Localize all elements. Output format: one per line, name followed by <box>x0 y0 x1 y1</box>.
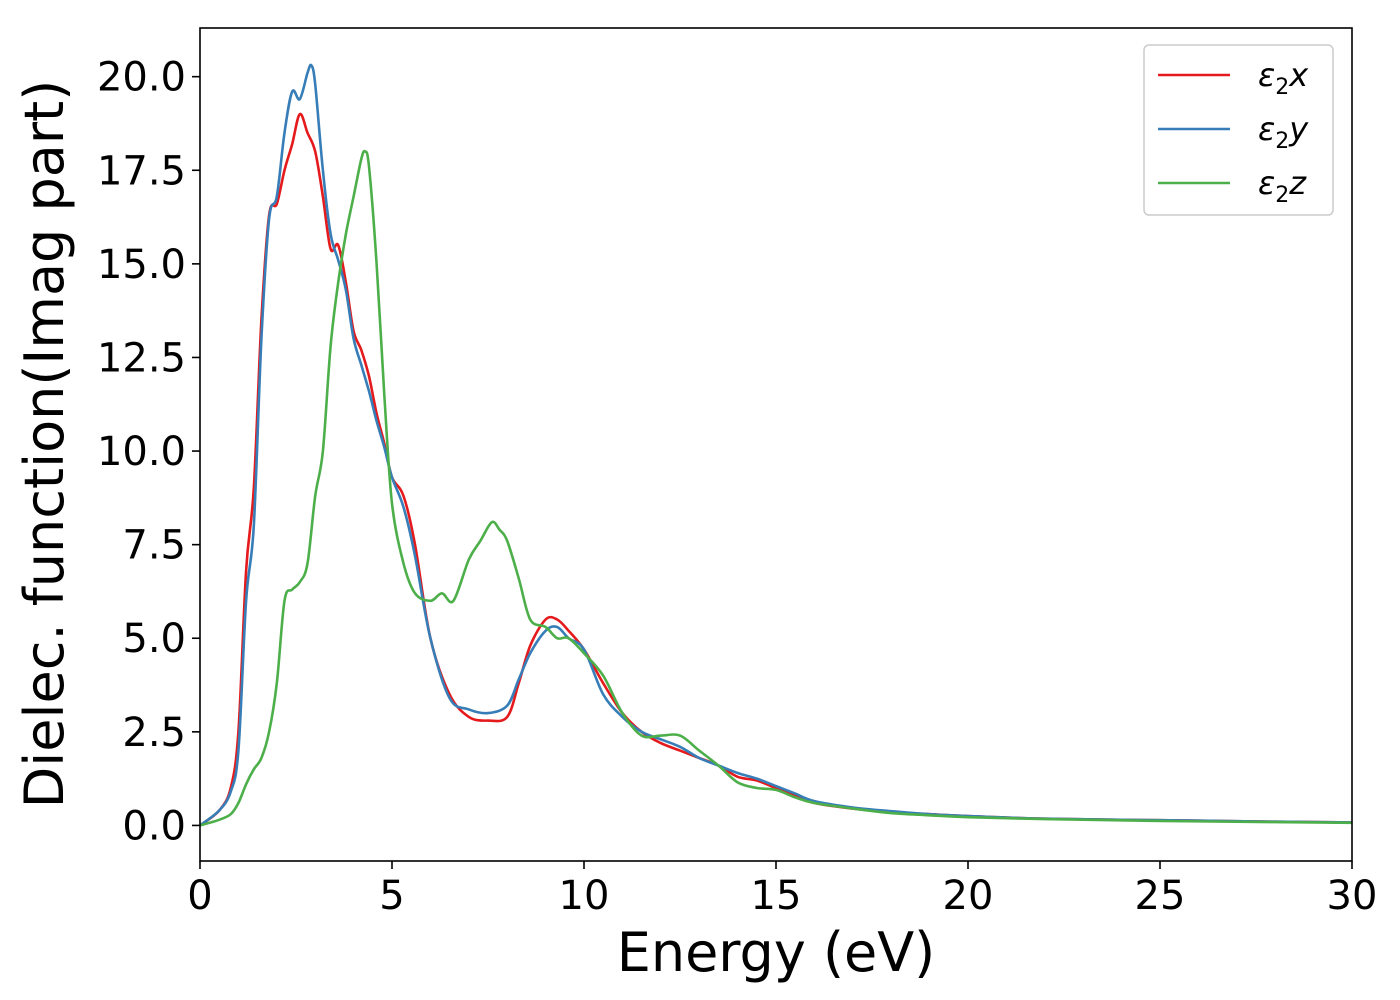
y-tick-label: 2.5 <box>122 710 186 756</box>
y-tick-label: 7.5 <box>122 523 186 569</box>
series-line-x <box>199 112 1353 827</box>
x-tick-label: 20 <box>943 873 994 919</box>
x-axis: 0 5 10 15 20 25 30 <box>187 861 1377 919</box>
legend: ε2x ε2y ε2z <box>1143 44 1334 216</box>
y-tick-label: 0.0 <box>122 803 186 849</box>
y-tick-label: 12.5 <box>97 335 186 381</box>
y-axis: 0.0 2.5 5.0 7.5 10.0 12.5 15.0 17.5 20.0 <box>97 55 200 849</box>
y-tick-label: 17.5 <box>97 148 186 194</box>
x-tick-label: 0 <box>187 873 212 919</box>
y-axis-title: Dielec. function(Imag part) <box>13 80 76 809</box>
x-tick-label: 30 <box>1327 873 1378 919</box>
series-group <box>199 63 1353 827</box>
x-tick-label: 10 <box>559 873 610 919</box>
x-tick-label: 25 <box>1135 873 1186 919</box>
y-tick-label: 20.0 <box>97 55 186 101</box>
x-tick-label: 15 <box>751 873 802 919</box>
series-line-y <box>199 63 1353 827</box>
y-tick-label: 15.0 <box>97 242 186 288</box>
legend-label-y: ε2y <box>1258 110 1309 154</box>
x-axis-title: Energy (eV) <box>617 921 936 984</box>
series-line-z <box>199 149 1353 827</box>
y-tick-label: 10.0 <box>97 429 186 475</box>
legend-label-x: ε2x <box>1258 56 1309 100</box>
x-tick-label: 5 <box>379 873 404 919</box>
legend-box <box>1143 44 1334 216</box>
legend-label-z: ε2z <box>1258 164 1307 208</box>
y-tick-label: 5.0 <box>122 616 186 662</box>
